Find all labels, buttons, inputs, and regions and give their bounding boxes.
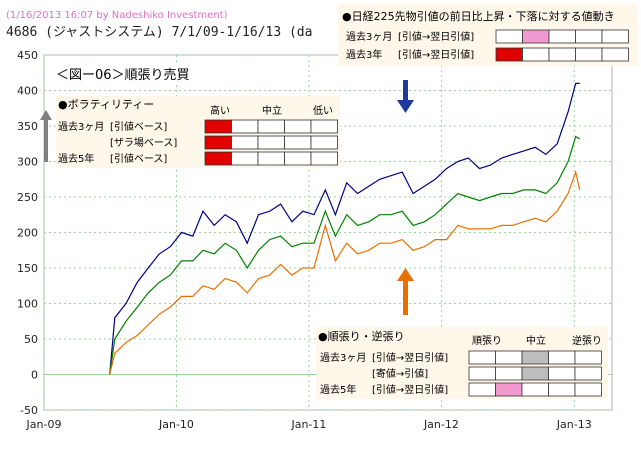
trend-row2-cell bbox=[495, 366, 523, 381]
nikkei-title: ●日経225先物引値の前日比上昇・下落に対する値動き bbox=[342, 9, 615, 23]
trend-col-neutral: 中立 bbox=[526, 334, 546, 347]
y-tick-label: 0 bbox=[31, 369, 38, 382]
nikkei-row2-type: [引値→翌日引値] bbox=[398, 48, 474, 61]
nikkei-row1-period: 過去3ヶ月 bbox=[346, 31, 392, 43]
trend-row3-cell bbox=[468, 382, 496, 397]
nikkei-row2-cell bbox=[522, 47, 550, 62]
nikkei-row1-cell bbox=[522, 29, 550, 44]
nikkei-row2-period: 過去3年 bbox=[346, 48, 382, 61]
figure-label: ＜図ー06＞順張り売買 bbox=[56, 67, 190, 83]
nikkei-row1-type: [引値→翌日引値] bbox=[398, 30, 474, 43]
trend-col-follow: 順張り bbox=[472, 335, 502, 347]
trend-title: ●順張り・逆張り bbox=[318, 329, 405, 343]
volatility-row2-cell bbox=[231, 135, 259, 150]
nikkei-row1-cell bbox=[548, 29, 576, 44]
volatility-row3-cell bbox=[231, 151, 259, 166]
trend-row2-cell bbox=[521, 366, 549, 381]
volatility-row3-period: 過去5年 bbox=[58, 152, 94, 165]
volatility-row3-cell bbox=[257, 151, 285, 166]
volatility-row1-type: [引値ベース] bbox=[110, 120, 167, 133]
trend-row1-cell bbox=[574, 350, 602, 365]
volatility-row1-period: 過去3ヶ月 bbox=[58, 121, 104, 133]
nikkei-row2-cell bbox=[575, 47, 603, 62]
y-tick-label: 150 bbox=[17, 262, 38, 275]
x-tick-label: Jan-12 bbox=[423, 418, 459, 431]
series-line-1 bbox=[109, 82, 580, 375]
volatility-row1-cell bbox=[204, 119, 232, 134]
trend-row2-type: [寄値→引値] bbox=[372, 367, 428, 380]
trend-row1-cell bbox=[521, 350, 549, 365]
nikkei-row1-cell bbox=[601, 29, 629, 44]
series-line-2 bbox=[109, 135, 580, 375]
down-arrow-icon bbox=[397, 80, 414, 113]
volatility-row2-cell bbox=[204, 135, 232, 150]
volatility-row2-cell bbox=[284, 135, 312, 150]
y-tick-label: 250 bbox=[17, 191, 38, 204]
trend-row2-cell bbox=[468, 366, 496, 381]
nikkei-box: ●日経225先物引値の前日比上昇・下落に対する値動き 過去3ヶ月 [引値→翌日引… bbox=[338, 4, 638, 66]
credit-text: (1/16/2013 16:07 by Nadeshiko Investment… bbox=[6, 10, 228, 21]
trend-col-contrarian: 逆張り bbox=[572, 334, 602, 347]
series-lines bbox=[109, 82, 581, 375]
y-tick-label: 450 bbox=[17, 49, 38, 62]
y-tick-label: 50 bbox=[24, 333, 38, 346]
y-tick-label: 300 bbox=[17, 156, 38, 169]
trend-row1-period: 過去3ヶ月 bbox=[320, 352, 366, 364]
figure-label-box bbox=[48, 63, 190, 85]
volatility-row1-cell bbox=[284, 119, 312, 134]
trend-row1-cell bbox=[548, 350, 576, 365]
y-tick-label: -50 bbox=[20, 404, 38, 417]
series-line-3 bbox=[109, 169, 581, 375]
nikkei-row2-cell bbox=[601, 47, 629, 62]
y-tick-label: 200 bbox=[17, 227, 38, 240]
nikkei-row2-cell bbox=[495, 47, 523, 62]
volatility-row1-cell bbox=[257, 119, 285, 134]
trend-row2-cell bbox=[548, 366, 576, 381]
x-tick-label: Jan-11 bbox=[290, 418, 326, 431]
trend-row3-type: [引値→翌日引値] bbox=[372, 383, 448, 396]
volatility-col-high: 高い bbox=[210, 104, 230, 117]
y-tick-label: 400 bbox=[17, 85, 38, 98]
x-tick-label: Jan-10 bbox=[158, 418, 194, 431]
nikkei-row1-cell bbox=[495, 29, 523, 44]
trend-row3-cell bbox=[495, 382, 523, 397]
trend-box: ●順張り・逆張り 順張り 中立 逆張り 過去3ヶ月 [引値→翌日引値] [寄値→… bbox=[316, 327, 608, 399]
x-tick-label: Jan-13 bbox=[556, 418, 592, 431]
volatility-row3-cell bbox=[310, 151, 338, 166]
up-arrow-icon bbox=[397, 268, 414, 315]
trend-row3-cell bbox=[574, 382, 602, 397]
volatility-box: ●ボラティリティー 高い 中立 低い 過去3ヶ月 [引値ベース] [ザラ場ベース… bbox=[56, 96, 340, 168]
trend-row3-cell bbox=[548, 382, 576, 397]
volatility-row1-cell bbox=[231, 119, 259, 134]
x-axis-ticks: Jan-09 Jan-10 Jan-11 Jan-12 Jan-13 bbox=[26, 418, 592, 431]
trend-row1-cell bbox=[495, 350, 523, 365]
volatility-row3-cell bbox=[204, 151, 232, 166]
trend-row3-cell bbox=[521, 382, 549, 397]
y-axis-ticks: -50 0 50 100 150 200 250 300 350 400 450 bbox=[17, 49, 38, 417]
x-tick-label: Jan-09 bbox=[26, 418, 62, 431]
gray-up-arrow-icon bbox=[40, 110, 52, 162]
nikkei-row1-cell bbox=[575, 29, 603, 44]
volatility-row2-cell bbox=[257, 135, 285, 150]
volatility-title: ●ボラティリティー bbox=[58, 98, 154, 111]
chart-title: 4686 (ジャストシステム) 7/1/09-1/16/13 (da bbox=[6, 25, 312, 40]
nikkei-row2-cell bbox=[548, 47, 576, 62]
volatility-row2-type: [ザラ場ベース] bbox=[110, 136, 177, 149]
trend-row1-type: [引値→翌日引値] bbox=[372, 351, 448, 364]
volatility-col-neutral: 中立 bbox=[262, 104, 282, 117]
y-tick-label: 100 bbox=[17, 298, 38, 311]
volatility-row2-cell bbox=[310, 135, 338, 150]
volatility-row1-cell bbox=[310, 119, 338, 134]
volatility-row3-cell bbox=[284, 151, 312, 166]
volatility-row3-type: [引値ベース] bbox=[110, 152, 167, 165]
trend-row3-period: 過去5年 bbox=[320, 383, 356, 396]
trend-row1-cell bbox=[468, 350, 496, 365]
volatility-col-low: 低い bbox=[313, 104, 333, 117]
trend-row2-cell bbox=[574, 366, 602, 381]
y-tick-label: 350 bbox=[17, 120, 38, 133]
